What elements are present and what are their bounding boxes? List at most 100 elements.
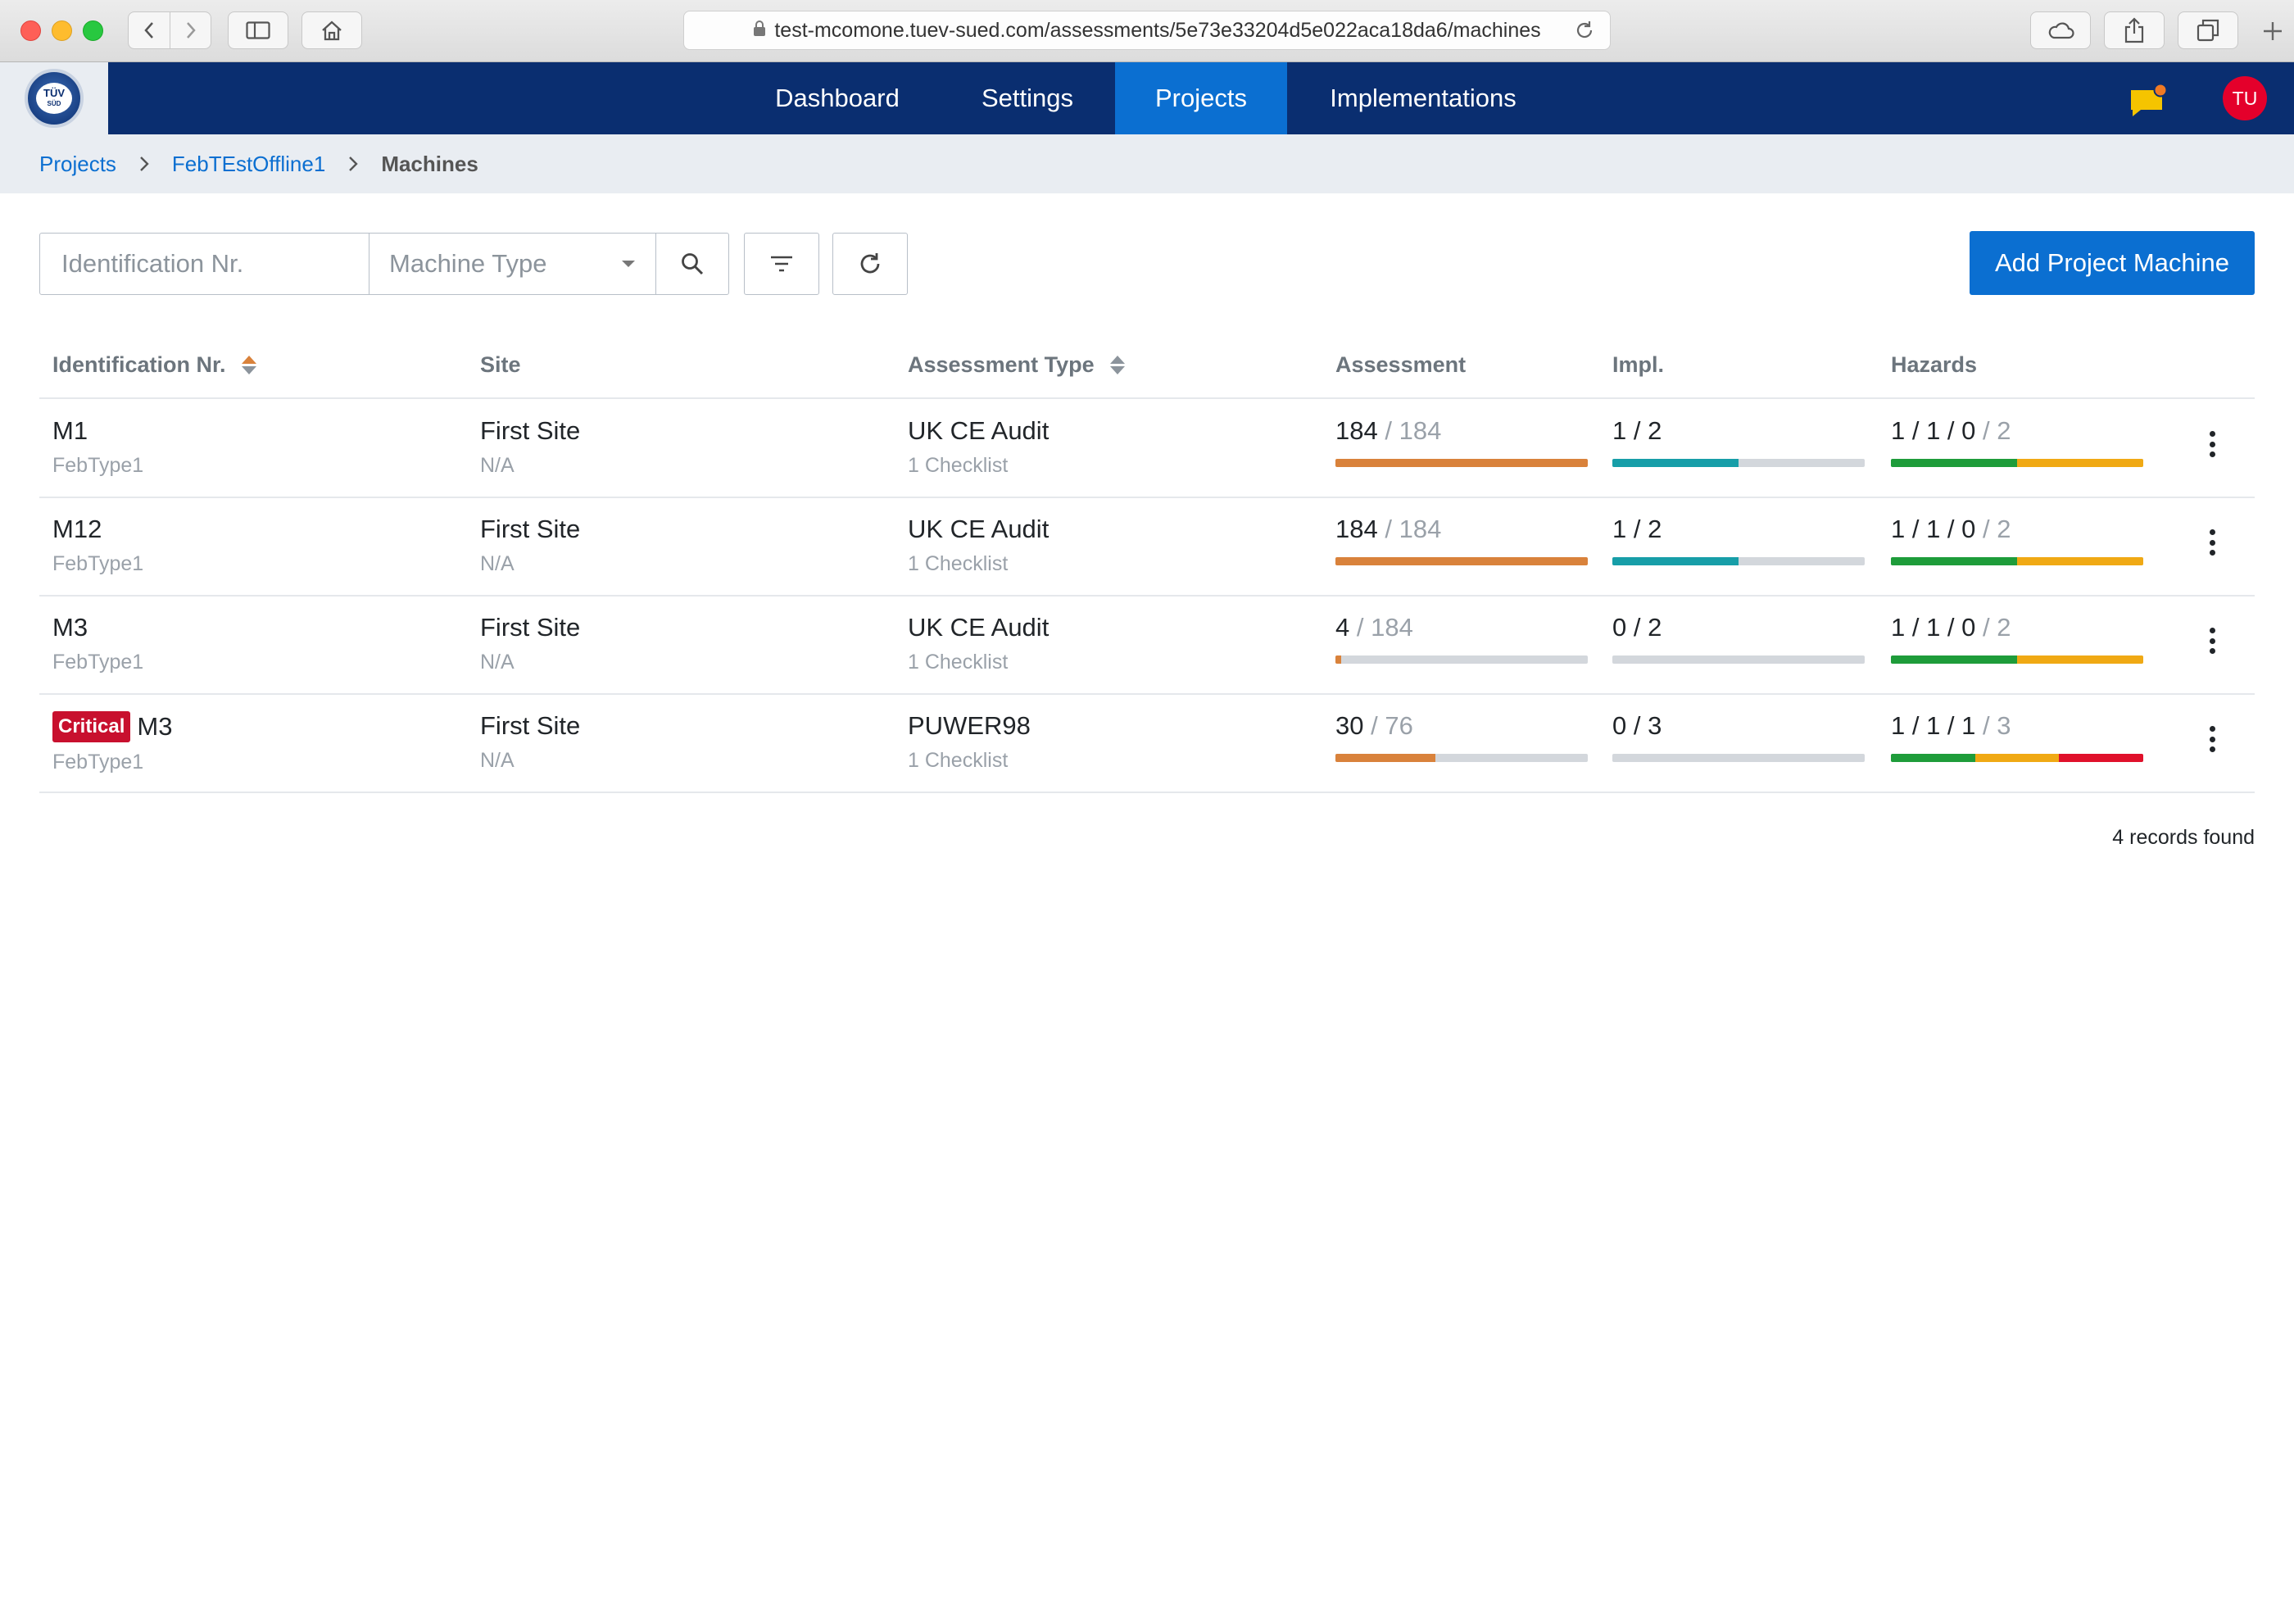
reload-icon[interactable]	[1574, 20, 1595, 47]
forward-button[interactable]	[170, 12, 211, 48]
back-button[interactable]	[129, 12, 170, 48]
row-actions-menu-icon[interactable]	[2202, 526, 2222, 559]
logo[interactable]: TÜV SÜD	[0, 62, 108, 134]
assessment-progress-bar	[1335, 459, 1588, 467]
filter-icon	[771, 256, 792, 272]
add-project-machine-button[interactable]: Add Project Machine	[1970, 231, 2255, 295]
home-button[interactable]	[301, 11, 362, 49]
nav-implementations[interactable]: Implementations	[1330, 84, 1516, 112]
assessment-type-cell: UK CE Audit 1 Checklist	[908, 515, 1049, 576]
assessment-done: 30	[1335, 711, 1364, 740]
machine-type-select[interactable]: Machine Type	[369, 234, 656, 294]
address-bar[interactable]: test-mcomone.tuev-sued.com/assessments/5…	[683, 11, 1611, 50]
assessment-total: / 184	[1385, 416, 1442, 445]
table-header: Identification Nr. Site Assessment Type …	[39, 338, 2255, 399]
site-sub: N/A	[480, 651, 515, 674]
search-button[interactable]	[656, 234, 728, 294]
zoom-window-button[interactable]	[83, 20, 103, 41]
identification-cell: Critical M3 FebType1	[52, 711, 172, 774]
column-identification[interactable]: Identification Nr.	[52, 352, 257, 378]
nav-projects[interactable]: Projects	[1115, 62, 1287, 134]
table-row[interactable]: M12 FebType1 First Site N/A UK CE Audit 1 Che…	[39, 498, 2255, 597]
breadcrumb-project[interactable]: FebTEstOffline1	[171, 151, 326, 176]
nav-settings[interactable]: Settings	[981, 84, 1073, 112]
minimize-window-button[interactable]	[52, 20, 72, 41]
assessment-type: UK CE Audit	[908, 416, 1050, 445]
breadcrumb: Projects FebTEstOffline1 Machines	[0, 134, 2294, 193]
impl-count: 0 / 2	[1612, 613, 1662, 642]
impl-count: 1 / 2	[1612, 515, 1662, 543]
checklist-count: 1 Checklist	[908, 552, 1009, 575]
breadcrumb-projects[interactable]: Projects	[39, 151, 116, 176]
impl-cell: 0 / 3	[1612, 711, 1662, 741]
assessment-progress-fill	[1335, 459, 1588, 467]
assessment-type: UK CE Audit	[908, 515, 1050, 543]
notifications-chat-icon[interactable]	[2128, 83, 2169, 122]
site-sub: N/A	[480, 749, 515, 772]
search-icon	[682, 253, 704, 275]
row-actions-menu-icon[interactable]	[2202, 428, 2222, 460]
history-nav	[128, 11, 211, 49]
hazards-counts: 1 / 1 / 0	[1891, 613, 1976, 642]
site-name: First Site	[480, 711, 581, 740]
assessment-cell: 4 / 184	[1335, 613, 1413, 642]
refresh-button[interactable]	[832, 233, 908, 295]
assessment-total: / 184	[1356, 613, 1413, 642]
hazards-cell: 1 / 1 / 1 / 3	[1891, 711, 2011, 741]
hazards-total: / 2	[1983, 613, 2011, 642]
filter-button[interactable]	[744, 233, 819, 295]
hazards-counts: 1 / 1 / 0	[1891, 416, 1976, 445]
tab-overview-button[interactable]	[2178, 11, 2238, 49]
chevron-left-icon	[144, 22, 153, 39]
chevron-right-icon	[348, 156, 359, 172]
share-button[interactable]	[2104, 11, 2165, 49]
impl-progress-bar	[1612, 557, 1865, 565]
hazards-total: / 2	[1983, 515, 2011, 543]
machine-id[interactable]: M1	[52, 416, 88, 445]
impl-count: 1 / 2	[1612, 416, 1662, 445]
caret-down-icon	[622, 261, 635, 267]
checklist-count: 1 Checklist	[908, 651, 1009, 674]
hazard-low-segment	[1891, 754, 1975, 762]
identification-cell: M1 FebType1	[52, 416, 143, 478]
assessment-done: 184	[1335, 416, 1378, 445]
table-row[interactable]: M1 FebType1 First Site N/A UK CE Audit 1 Chec…	[39, 400, 2255, 498]
row-actions-menu-icon[interactable]	[2202, 624, 2222, 657]
table-row[interactable]: M3 FebType1 First Site N/A UK CE Audit 1 Chec…	[39, 597, 2255, 695]
row-actions-menu-icon[interactable]	[2202, 723, 2222, 755]
assessment-progress-fill	[1335, 754, 1435, 762]
site-cell: First Site N/A	[480, 613, 580, 674]
hazards-total: / 2	[1983, 416, 2011, 445]
assessment-progress-fill	[1335, 655, 1341, 664]
column-assessment: Assessment	[1335, 352, 1467, 377]
user-avatar[interactable]: TU	[2223, 76, 2267, 120]
assessment-type-cell: UK CE Audit 1 Checklist	[908, 613, 1049, 674]
nav-dashboard[interactable]: Dashboard	[775, 84, 900, 112]
assessment-type-cell: PUWER98 1 Checklist	[908, 711, 1031, 773]
column-site: Site	[480, 352, 521, 377]
hazard-medium-segment	[2017, 459, 2143, 467]
hazard-medium-segment	[2017, 655, 2143, 664]
new-tab-button[interactable]	[2258, 16, 2287, 46]
identification-cell: M12 FebType1	[52, 515, 143, 576]
hazard-low-segment	[1891, 459, 2017, 467]
identification-search-input[interactable]	[40, 234, 369, 294]
icloud-tabs-button[interactable]	[2030, 11, 2091, 49]
machine-id[interactable]: M3	[137, 712, 173, 741]
cloud-icon	[2048, 22, 2074, 39]
machine-type-placeholder: Machine Type	[389, 249, 547, 278]
hazards-cell: 1 / 1 / 0 / 2	[1891, 416, 2011, 446]
url-text: test-mcomone.tuev-sued.com/assessments/5…	[774, 18, 1541, 42]
table-row[interactable]: Critical M3 FebType1 First Site N/A PUWER98 1 …	[39, 695, 2255, 793]
machine-id[interactable]: M12	[52, 515, 102, 543]
impl-count: 0 / 3	[1612, 711, 1662, 740]
sidebar-toggle-button[interactable]	[228, 11, 288, 49]
close-window-button[interactable]	[20, 20, 41, 41]
machine-type: FebType1	[52, 552, 144, 575]
column-assessment-type[interactable]: Assessment Type	[908, 352, 1126, 378]
machine-id[interactable]: M3	[52, 613, 88, 642]
identification-cell: M3 FebType1	[52, 613, 143, 674]
chevron-right-icon	[139, 156, 149, 172]
assessment-type-cell: UK CE Audit 1 Checklist	[908, 416, 1049, 478]
